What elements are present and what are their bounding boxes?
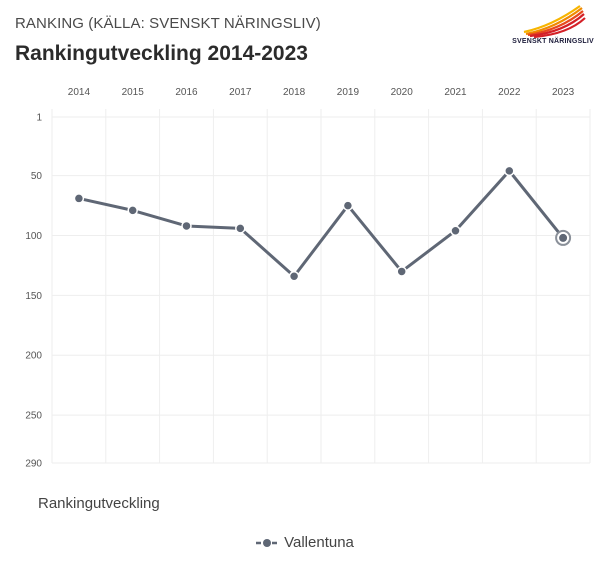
x-tick-label: 2023 [552,87,575,98]
logo-swoosh-icon [523,5,586,39]
svenskt-naringsliv-logo: SVENSKT NÄRINGSLIV [512,4,594,48]
y-tick-label: 290 [25,459,42,470]
chart-subtitle: RANKING (KÄLLA: SVENSKT NÄRINGSLIV) [15,15,321,32]
x-tick-label: 2018 [283,87,306,98]
data-point [288,270,300,282]
chart-series [73,165,572,282]
x-tick-label: 2021 [444,87,467,98]
legend-label: Vallentuna [284,534,354,551]
logo-text: SVENSKT NÄRINGSLIV [512,38,594,45]
x-axis-label: Rankingutveckling [38,495,160,512]
data-point [181,220,192,232]
x-tick-label: 2020 [391,87,414,98]
x-tick-label: 2015 [122,87,145,98]
legend-item-vallentuna[interactable]: Vallentuna [256,534,354,551]
data-point [450,225,461,236]
data-point [73,193,85,204]
y-tick-label: 50 [31,171,43,182]
data-point [504,165,515,177]
x-tick-label: 2017 [229,87,252,98]
data-point [127,205,138,216]
data-point [342,200,354,211]
x-tick-label: 2022 [498,87,521,98]
y-tick-label: 250 [25,411,42,422]
chart-legend[interactable]: Vallentuna [0,534,610,553]
data-point [235,223,246,234]
x-tick-label: 2019 [337,87,360,98]
y-tick-label: 1 [36,113,42,124]
chart-grid [51,109,591,464]
y-tick-label: 100 [25,231,42,242]
data-point [396,266,407,277]
y-tick-label: 150 [25,291,42,302]
x-tick-label: 2014 [68,87,91,98]
chart-title: Rankingutveckling 2014-2023 [15,42,308,65]
data-point [559,233,568,242]
ranking-line-chart: 2014 2015 2016 2017 2018 2019 2020 2021 2022 2023… [25,87,591,470]
x-tick-label: 2016 [175,87,198,98]
legend-line-marker-icon [256,538,279,547]
x-axis-ticks: 2014 2015 2016 2017 2018 2019 2020 2021 2022 2023 [68,87,575,98]
y-tick-label: 200 [25,351,42,362]
series-line [77,169,565,278]
